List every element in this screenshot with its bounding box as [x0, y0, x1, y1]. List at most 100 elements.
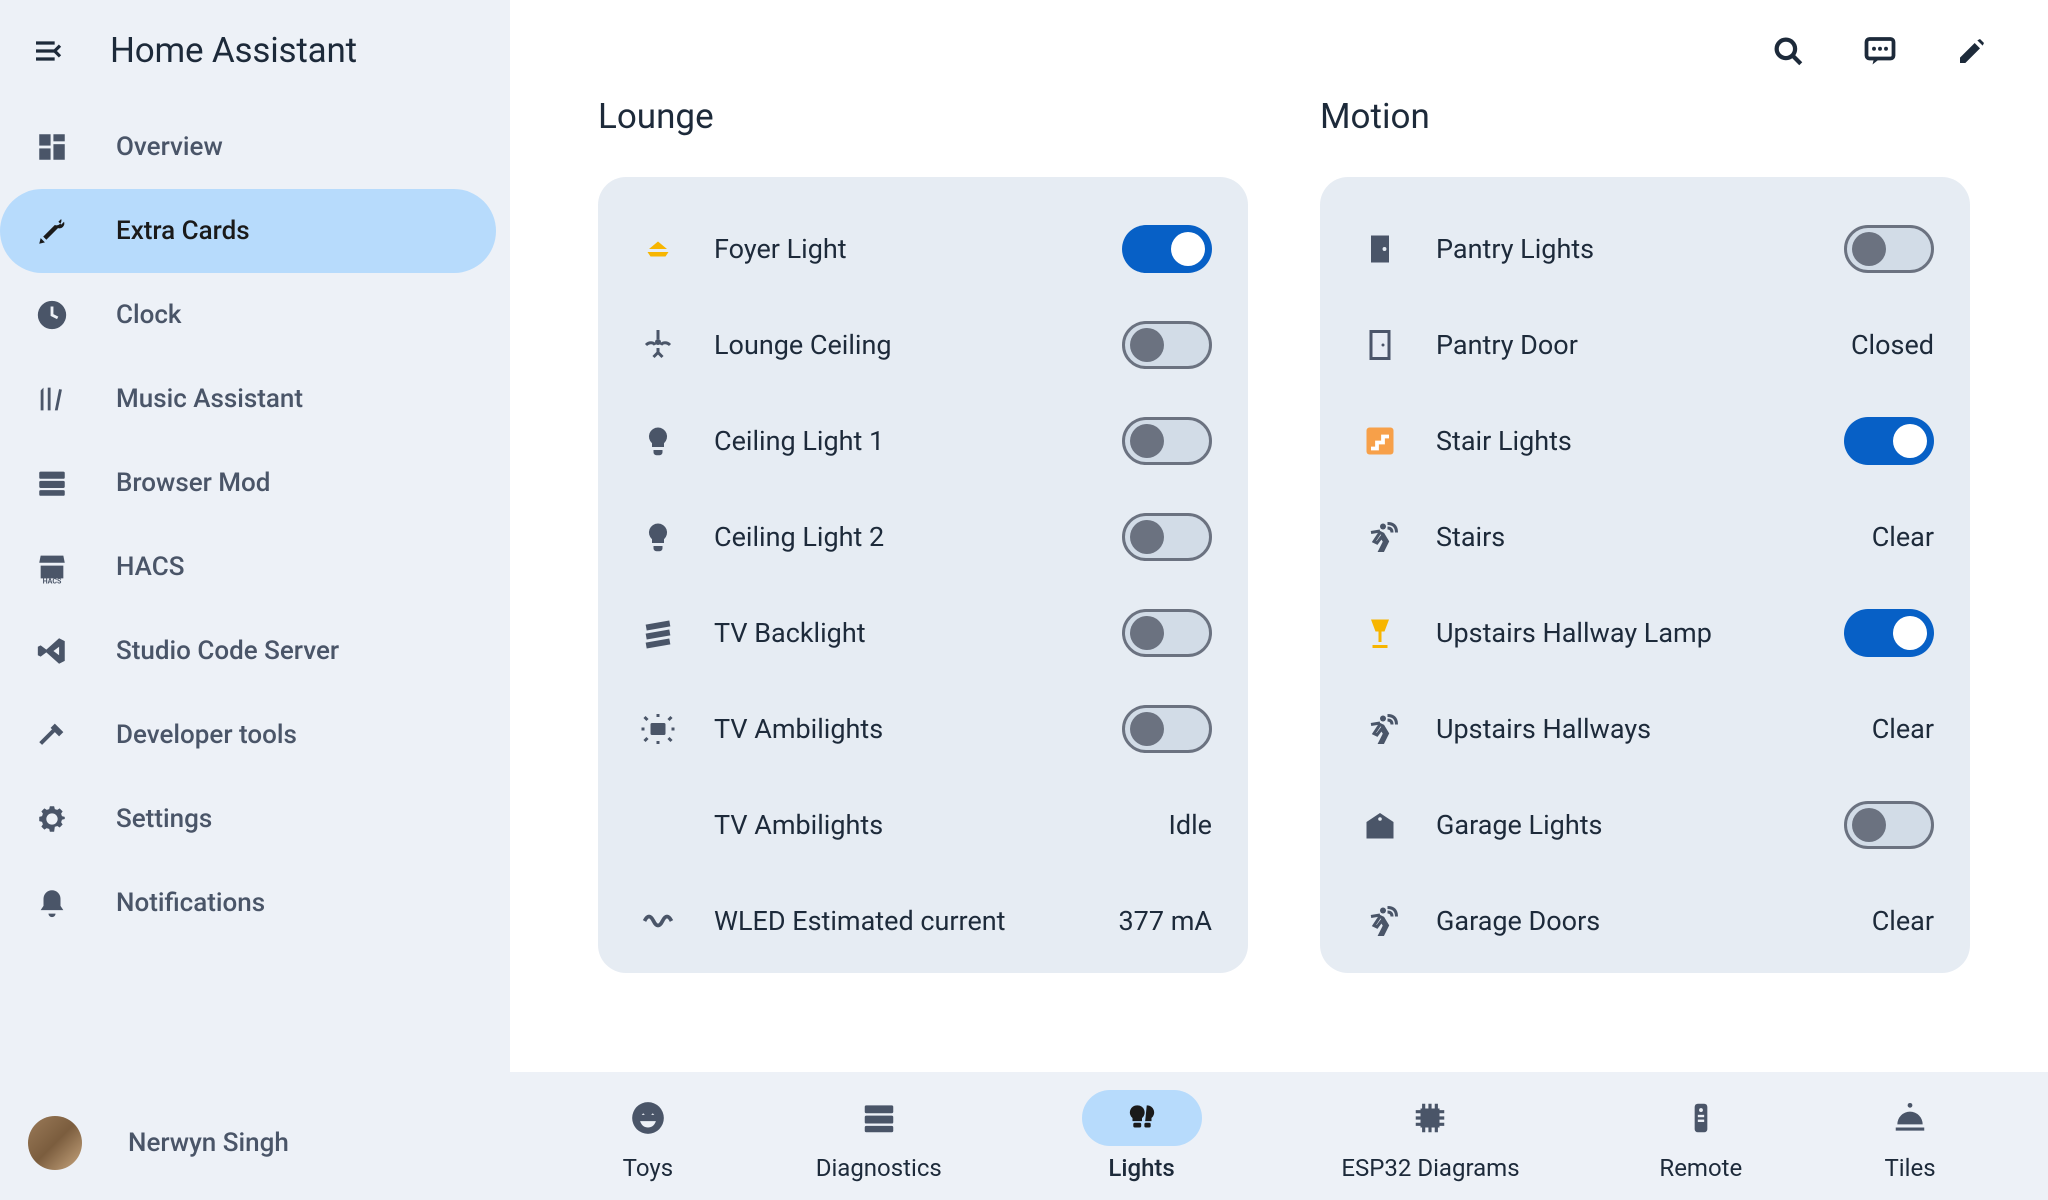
entity-label: Upstairs Hallways [1436, 713, 1840, 745]
entity-row[interactable]: Foyer Light [634, 201, 1212, 297]
door-closed-icon [1356, 225, 1404, 273]
toggle[interactable] [1844, 609, 1934, 657]
toggle[interactable] [1122, 705, 1212, 753]
tab-diagnostics[interactable]: Diagnostics [792, 1090, 966, 1182]
main: Lounge Foyer Light Lounge Ceiling Ceilin… [510, 0, 2048, 1200]
filmstrip-icon [634, 609, 682, 657]
entity-row[interactable]: Garage Lights [1356, 777, 1934, 873]
ceiling-fan-icon [634, 321, 682, 369]
toggle[interactable] [1122, 609, 1212, 657]
gear-icon [34, 801, 70, 837]
entity-row[interactable]: Stair Lights [1356, 393, 1934, 489]
smiley-icon [620, 1090, 676, 1146]
entity-row[interactable]: Garage Doors Clear [1356, 873, 1934, 969]
sidebar-item-browser-mod[interactable]: Browser Mod [0, 441, 496, 525]
sidebar-user[interactable]: Nerwyn Singh [0, 1096, 510, 1200]
toggle[interactable] [1122, 321, 1212, 369]
toggle[interactable] [1844, 225, 1934, 273]
sidebar-item-label: Developer tools [116, 720, 297, 750]
hammer-icon [34, 717, 70, 753]
sidebar-item-developer-tools[interactable]: Developer tools [0, 693, 496, 777]
toggle[interactable] [1122, 417, 1212, 465]
entity-row[interactable]: Pantry Door Closed [1356, 297, 1934, 393]
entity-value: Clear [1872, 713, 1934, 745]
sidebar-item-notifications[interactable]: Notifications [0, 861, 496, 945]
entity-label: Foyer Light [714, 233, 1090, 265]
entity-row[interactable]: Stairs Clear [1356, 489, 1934, 585]
door-open-icon [1356, 321, 1404, 369]
entity-label: Upstairs Hallway Lamp [1436, 617, 1812, 649]
entity-label: WLED Estimated current [714, 905, 1086, 937]
server-icon [851, 1090, 907, 1146]
server-icon [34, 465, 70, 501]
chip-icon [1402, 1090, 1458, 1146]
card-column: Motion Pantry Lights Pantry Door Closed … [1320, 96, 1970, 1200]
entity-row[interactable]: TV Ambilights Idle [634, 777, 1212, 873]
toggle[interactable] [1122, 513, 1212, 561]
sidebar-item-hacs[interactable]: HACS [0, 525, 496, 609]
tab-esp32-diagrams[interactable]: ESP32 Diagrams [1317, 1090, 1543, 1182]
stairs-icon [1356, 417, 1404, 465]
ambilight-icon [634, 705, 682, 753]
wave-icon [634, 897, 682, 945]
entity-row[interactable]: Ceiling Light 2 [634, 489, 1212, 585]
sidebar-item-overview[interactable]: Overview [0, 105, 496, 189]
tab-label: Toys [623, 1154, 673, 1182]
sidebar-item-label: Notifications [116, 888, 265, 918]
sidebar-item-clock[interactable]: Clock [0, 273, 496, 357]
entity-row[interactable]: Upstairs Hallways Clear [1356, 681, 1934, 777]
dome-icon [1882, 1090, 1938, 1146]
entity-row[interactable]: Pantry Lights [1356, 201, 1934, 297]
entity-label: Stair Lights [1436, 425, 1812, 457]
entity-label: TV Ambilights [714, 713, 1090, 745]
entity-row[interactable]: TV Ambilights [634, 681, 1212, 777]
entity-value: Clear [1872, 521, 1934, 553]
toggle[interactable] [1122, 225, 1212, 273]
content: Lounge Foyer Light Lounge Ceiling Ceilin… [510, 90, 2048, 1200]
entity-row[interactable]: Ceiling Light 1 [634, 393, 1212, 489]
entity-value: Clear [1872, 905, 1934, 937]
toggle[interactable] [1844, 801, 1934, 849]
entity-label: Lounge Ceiling [714, 329, 1090, 361]
entity-row[interactable]: Upstairs Hallway Lamp [1356, 585, 1934, 681]
clock-icon [34, 297, 70, 333]
tab-tiles[interactable]: Tiles [1858, 1090, 1962, 1182]
entity-label: Ceiling Light 2 [714, 521, 1090, 553]
entity-value: Closed [1851, 329, 1934, 361]
entity-row[interactable]: TV Backlight [634, 585, 1212, 681]
sidebar-item-label: Music Assistant [116, 384, 303, 414]
app-title: Home Assistant [110, 30, 357, 71]
entity-label: Ceiling Light 1 [714, 425, 1090, 457]
entity-label: TV Ambilights [714, 809, 1137, 841]
entity-label: Garage Lights [1436, 809, 1812, 841]
sidebar-nav: Overview Extra Cards Clock Music Assista… [0, 105, 510, 945]
search-icon[interactable] [1768, 31, 1808, 71]
card-title: Motion [1320, 96, 1970, 137]
entity-label: Garage Doors [1436, 905, 1840, 937]
sidebar-item-studio-code-server[interactable]: Studio Code Server [0, 609, 496, 693]
bulb-icon [634, 417, 682, 465]
tab-lights[interactable]: Lights [1058, 1090, 1226, 1182]
motion-icon [1356, 897, 1404, 945]
tab-label: Remote [1659, 1154, 1742, 1182]
garage-icon [1356, 801, 1404, 849]
chat-icon[interactable] [1860, 31, 1900, 71]
user-name: Nerwyn Singh [128, 1128, 289, 1158]
vscode-icon [34, 633, 70, 669]
toggle[interactable] [1844, 417, 1934, 465]
entity-label: Pantry Lights [1436, 233, 1812, 265]
tab-toys[interactable]: Toys [596, 1090, 700, 1182]
entity-row[interactable]: Lounge Ceiling [634, 297, 1212, 393]
bell-icon [34, 885, 70, 921]
tab-remote[interactable]: Remote [1635, 1090, 1766, 1182]
sidebar-item-settings[interactable]: Settings [0, 777, 496, 861]
sidebar-item-extra-cards[interactable]: Extra Cards [0, 189, 496, 273]
entities-card: Pantry Lights Pantry Door Closed Stair L… [1320, 177, 1970, 973]
tab-label: ESP32 Diagrams [1341, 1154, 1519, 1182]
edit-icon[interactable] [1952, 31, 1992, 71]
card-title: Lounge [598, 96, 1248, 137]
entity-row[interactable]: WLED Estimated current 377 mA [634, 873, 1212, 969]
remote-icon [1673, 1090, 1729, 1146]
sidebar-item-music-assistant[interactable]: Music Assistant [0, 357, 496, 441]
menu-collapse-icon[interactable] [32, 35, 64, 67]
